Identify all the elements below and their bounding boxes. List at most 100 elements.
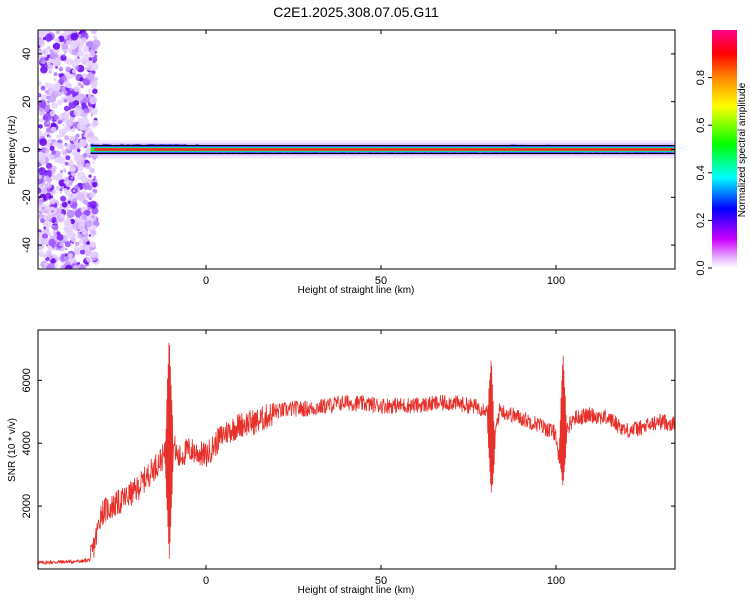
noise-speckle — [57, 156, 66, 165]
colorbar-ticks: 0.0 0.2 0.4 0.6 0.8 — [695, 70, 712, 276]
noise-speckle — [49, 110, 56, 117]
noise-speckle — [45, 256, 50, 262]
noise-speckle — [73, 154, 82, 163]
noise-speckle — [56, 231, 61, 236]
noise-speckle — [46, 82, 53, 90]
noise-speckle — [82, 197, 85, 200]
noise-speckle — [75, 178, 78, 181]
noise-speckle — [61, 91, 65, 95]
noise-speckle — [94, 54, 98, 58]
noise-speckle — [58, 217, 64, 223]
noise-speckle — [72, 189, 76, 193]
noise-speckle — [79, 264, 86, 269]
noise-speckle — [65, 119, 74, 128]
noise-speckle — [40, 65, 48, 74]
noise-speckle — [43, 209, 48, 214]
noise-speckle — [38, 129, 42, 134]
noise-speckle — [91, 215, 95, 218]
colorbar-tick-label: 0.6 — [695, 118, 707, 133]
noise-speckle — [75, 93, 84, 102]
noise-speckle — [84, 150, 88, 154]
noise-speckle — [90, 251, 98, 258]
noise-speckle — [51, 172, 55, 176]
noise-speckle — [48, 69, 53, 74]
noise-speckle — [67, 200, 71, 204]
noise-speckle — [62, 53, 66, 57]
noise-speckle — [63, 253, 66, 256]
noise-speckle — [71, 48, 79, 56]
noise-speckle — [54, 158, 59, 163]
noise-speckle — [75, 38, 81, 44]
figure-title: C2E1.2025.308.07.05.G11 — [273, 4, 439, 20]
noise-speckle — [73, 265, 78, 269]
noise-speckle — [65, 177, 70, 182]
noise-speckle — [78, 109, 85, 116]
noise-speckle — [86, 241, 90, 246]
noise-speckle — [43, 178, 48, 182]
noise-speckle — [92, 88, 98, 95]
noise-speckle — [77, 82, 82, 86]
noise-speckle — [89, 241, 97, 248]
noise-speckle — [44, 89, 49, 94]
noise-speckle — [91, 30, 97, 35]
spectrogram-x-tick-label: 0 — [203, 275, 209, 287]
snr-y-ticks: 2000 4000 6000 — [21, 368, 675, 518]
noise-speckle — [67, 231, 77, 241]
noise-speckle — [92, 104, 96, 109]
noise-speckle — [89, 200, 97, 209]
noise-speckle — [85, 220, 93, 228]
noise-speckle — [85, 94, 89, 98]
noise-speckle — [94, 51, 98, 54]
noise-speckle — [39, 138, 47, 147]
noise-speckle — [82, 46, 90, 53]
noise-speckle — [79, 77, 84, 82]
noise-speckle — [74, 250, 78, 255]
noise-speckle — [72, 65, 76, 69]
noise-speckle — [67, 253, 73, 259]
noise-speckle — [63, 114, 69, 121]
snr-y-label: SNR (10 * v/v) — [7, 418, 18, 482]
noise-speckle — [92, 39, 101, 48]
noise-speckle — [66, 209, 75, 219]
noise-speckle — [54, 37, 60, 43]
noise-speckle — [52, 224, 59, 231]
noise-speckle — [73, 85, 80, 93]
spectrogram-y-ticks: -40 -20 0 20 40 — [21, 48, 675, 253]
noise-speckle — [44, 33, 53, 42]
noise-speckle — [48, 203, 52, 206]
noise-speckle — [83, 108, 89, 114]
noise-speckle — [73, 246, 80, 253]
noise-speckle — [86, 152, 91, 157]
noise-speckle — [42, 252, 48, 259]
noise-speckle — [57, 100, 63, 105]
noise-speckle — [59, 242, 64, 247]
noise-speckle — [76, 148, 81, 153]
noise-speckle — [82, 182, 91, 191]
noise-speckle — [52, 248, 56, 251]
noise-speckle — [68, 49, 71, 52]
noise-speckle — [91, 207, 99, 215]
noise-speckle — [62, 120, 66, 123]
noise-speckle — [86, 256, 93, 263]
noise-speckle — [89, 49, 94, 54]
noise-speckle — [44, 204, 51, 210]
noise-speckle — [70, 237, 76, 243]
noise-speckle — [68, 181, 73, 185]
noise-speckle — [92, 178, 96, 181]
noise-speckle — [68, 100, 77, 109]
noise-speckle — [48, 135, 52, 138]
noise-speckle — [63, 90, 68, 95]
noise-speckle — [71, 136, 76, 140]
noise-speckle — [74, 57, 79, 62]
noise-speckle — [51, 102, 58, 109]
noise-speckle — [48, 238, 56, 247]
noise-speckle — [70, 176, 74, 180]
colorbar: 0.0 0.2 0.4 0.6 0.8 Normalized spectral ampl… — [695, 30, 748, 276]
noise-speckle — [45, 148, 50, 153]
spectrogram-x-label: Height of straight line (km) — [298, 285, 415, 296]
noise-speckle — [77, 121, 86, 131]
noise-speckle — [89, 167, 95, 174]
noise-speckle — [64, 143, 68, 147]
noise-speckle — [50, 258, 56, 264]
